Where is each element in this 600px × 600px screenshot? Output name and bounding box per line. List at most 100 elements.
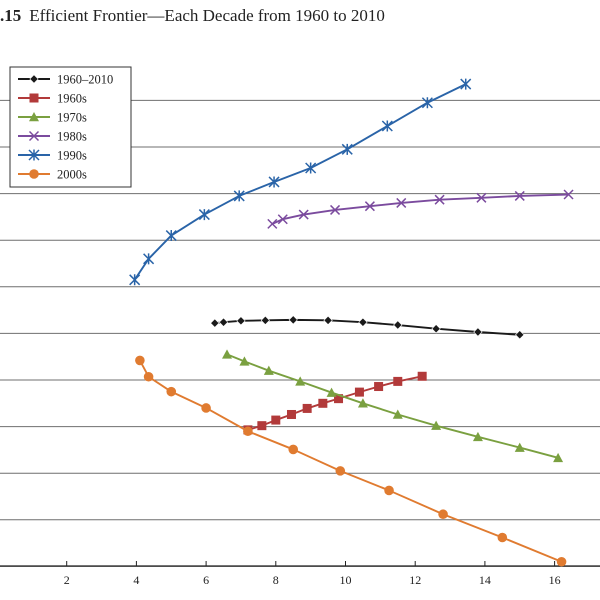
data-point xyxy=(393,376,403,386)
data-point xyxy=(29,112,39,122)
data-point xyxy=(354,387,364,397)
series-diamond xyxy=(210,315,525,340)
data-point xyxy=(277,214,288,225)
data-point xyxy=(393,320,403,330)
data-point xyxy=(243,426,253,437)
data-point xyxy=(330,204,341,215)
data-point xyxy=(364,201,375,212)
series-triangle xyxy=(222,349,564,463)
legend-item: 1960–2010 xyxy=(18,73,113,87)
data-point xyxy=(341,143,353,155)
x-tick-label: 16 xyxy=(549,573,561,587)
data-point xyxy=(438,509,448,520)
figure-number: .15 xyxy=(0,6,22,25)
data-point xyxy=(357,398,368,408)
series-asterisk xyxy=(129,78,472,286)
legend-label: 1970s xyxy=(57,111,87,125)
data-point xyxy=(29,93,39,103)
legend-label: 1960s xyxy=(57,92,87,106)
legend-item: 1980s xyxy=(18,130,87,144)
data-point xyxy=(318,398,328,408)
data-point xyxy=(233,190,245,202)
data-point xyxy=(143,371,154,382)
data-point xyxy=(271,415,281,425)
data-point xyxy=(210,318,220,328)
legend-item: 1970s xyxy=(18,111,87,125)
data-point xyxy=(28,149,40,161)
data-point xyxy=(556,556,567,567)
data-point xyxy=(514,442,525,452)
data-point xyxy=(374,382,384,392)
data-point xyxy=(473,327,483,337)
data-point xyxy=(326,387,337,397)
legend-label: 1980s xyxy=(57,130,87,144)
legend-item: 1990s xyxy=(18,149,87,163)
data-point xyxy=(563,189,574,200)
data-point xyxy=(431,324,441,334)
data-point xyxy=(260,315,270,325)
data-point xyxy=(460,78,472,90)
data-point xyxy=(286,409,296,419)
chart-title: .15 Efficient Frontier—Each Decade from 1… xyxy=(0,6,385,26)
x-tick-label: 8 xyxy=(273,573,279,587)
data-point xyxy=(472,431,483,442)
legend-item: 1960s xyxy=(18,92,87,106)
data-point xyxy=(239,356,250,366)
legend-label: 1960–2010 xyxy=(57,73,113,87)
data-point xyxy=(236,316,246,326)
legend-label: 1990s xyxy=(57,149,87,163)
data-point xyxy=(268,176,280,188)
data-point xyxy=(334,394,344,404)
series-line xyxy=(133,83,467,281)
data-point xyxy=(129,274,141,286)
data-point xyxy=(218,317,229,327)
legend: 1960–2010 1960s 1970s 1980s 1990s 2000s xyxy=(9,66,132,188)
data-point xyxy=(553,452,564,463)
data-point xyxy=(29,169,39,179)
data-point xyxy=(298,209,309,220)
data-point xyxy=(166,386,177,397)
legend-item: 2000s xyxy=(18,168,87,182)
data-point xyxy=(392,409,403,419)
data-point xyxy=(29,74,39,84)
x-tick-label: 10 xyxy=(340,573,352,587)
data-point xyxy=(201,403,211,413)
data-point xyxy=(323,315,333,325)
data-point xyxy=(302,403,312,413)
x-tick-label: 12 xyxy=(409,573,421,587)
x-tick-label: 4 xyxy=(133,573,139,587)
data-point xyxy=(431,420,442,430)
x-tick-label: 6 xyxy=(203,573,209,587)
series-square xyxy=(243,371,427,435)
data-point xyxy=(396,197,407,208)
data-point xyxy=(335,466,346,476)
series-line xyxy=(271,193,569,225)
plot-area xyxy=(129,78,574,567)
data-point xyxy=(28,130,40,142)
data-point xyxy=(135,355,145,366)
data-point xyxy=(417,371,427,381)
data-point xyxy=(476,192,487,203)
data-point xyxy=(257,421,267,431)
series-x xyxy=(267,189,574,229)
chart-title-text: Efficient Frontier—Each Decade from 1960… xyxy=(29,6,385,25)
data-point xyxy=(295,376,306,386)
data-point xyxy=(384,485,394,496)
data-point xyxy=(143,253,155,265)
data-point xyxy=(165,230,177,242)
data-point xyxy=(267,218,278,229)
data-point xyxy=(497,532,508,543)
series-line xyxy=(139,359,562,563)
data-point xyxy=(263,365,274,375)
data-point xyxy=(305,162,317,174)
data-point xyxy=(358,317,368,327)
data-point xyxy=(198,209,210,221)
data-point xyxy=(222,349,233,359)
data-point xyxy=(514,190,525,201)
series-circle xyxy=(135,355,567,567)
x-tick-label: 2 xyxy=(64,573,70,587)
data-point xyxy=(288,444,299,455)
data-point xyxy=(515,330,525,340)
